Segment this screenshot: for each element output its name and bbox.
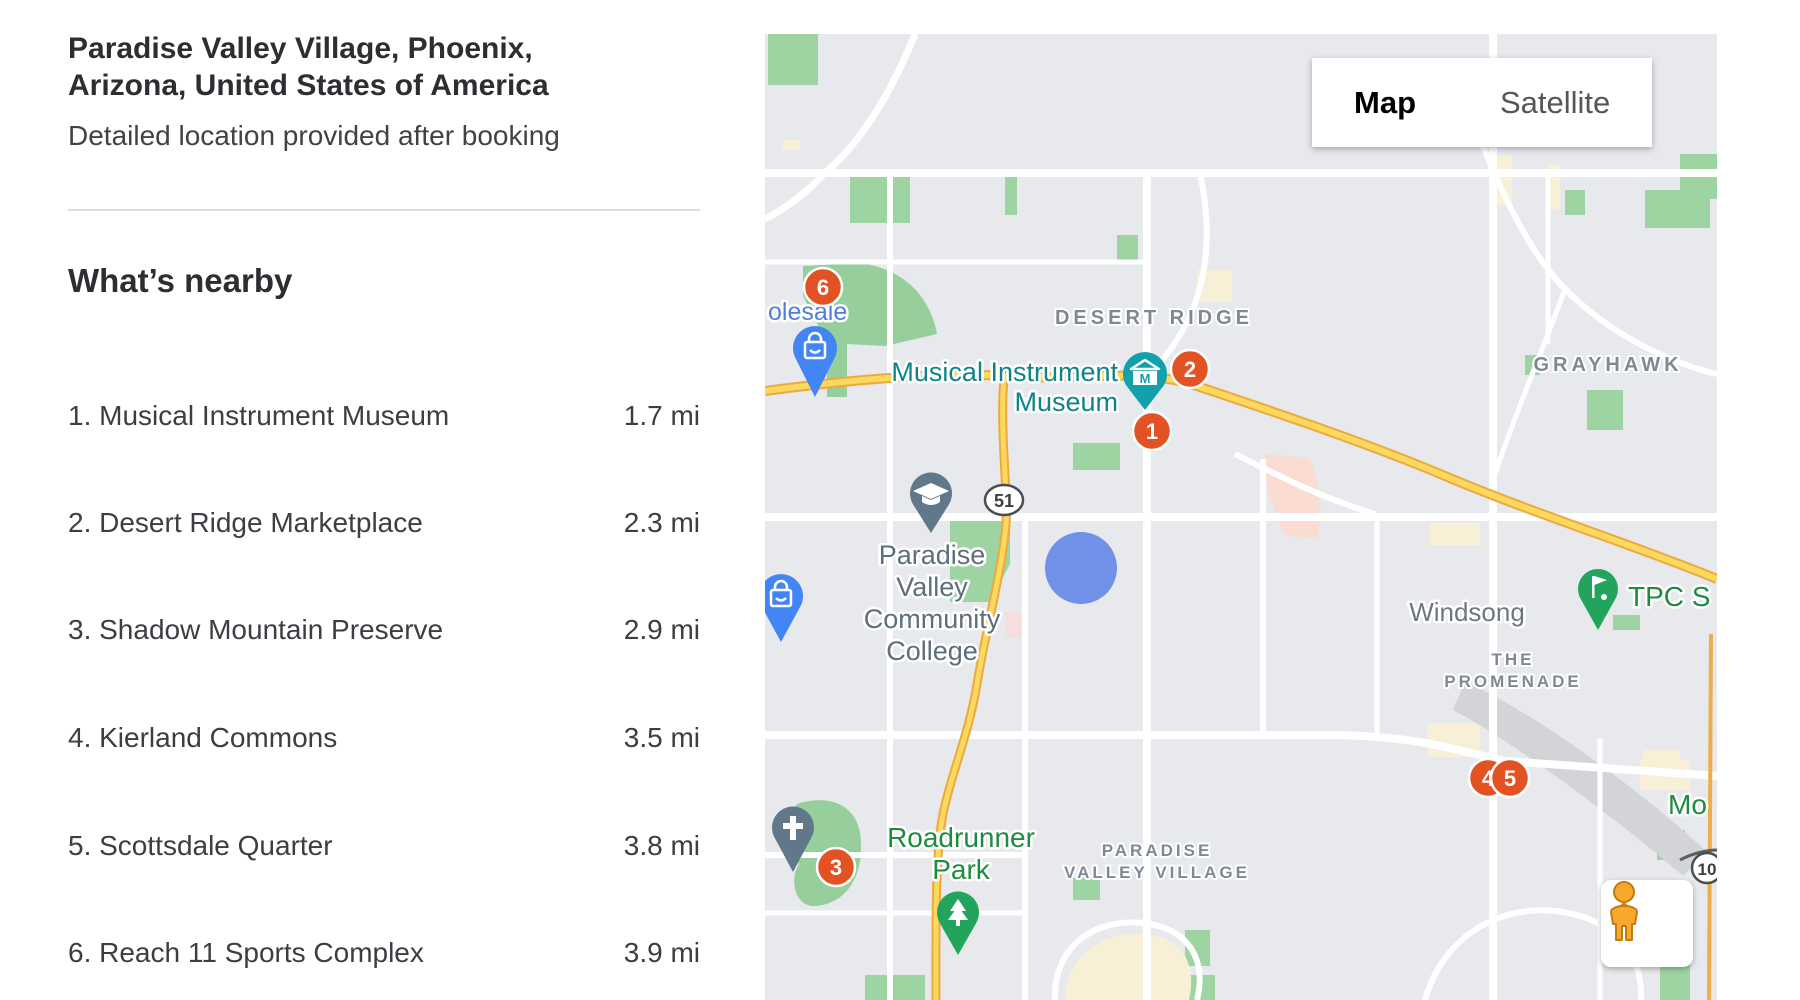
label-college-line1: Paradise	[879, 540, 986, 570]
location-subtitle: Detailed location provided after booking	[68, 120, 560, 151]
label-promenade-line1: THE	[1492, 650, 1535, 669]
label-museum-line1: Musical Instrument	[891, 357, 1118, 387]
route-51-shield: 51	[983, 483, 1025, 517]
graduation-cap-icon	[913, 483, 949, 505]
edge-highway	[1707, 633, 1713, 1000]
nearby-heading: What’s nearby	[68, 262, 293, 299]
college-pin[interactable]	[910, 472, 952, 533]
label-desert-ridge: DESERT RIDGE	[1055, 307, 1253, 329]
list-item: 4. Kierland Commons 3.5 mi	[68, 721, 700, 755]
cross-icon	[783, 816, 803, 840]
map-canvas[interactable]: olesale DESERT RIDGE GRAYHAWK Musical In…	[765, 34, 1717, 1000]
golf-pin[interactable]	[1578, 568, 1618, 630]
shopping-bag-icon	[769, 579, 793, 608]
label-village-line1: PARADISE	[1102, 841, 1213, 860]
list-item: 5. Scottsdale Quarter 3.8 mi	[68, 829, 700, 863]
label-college-line3: Community	[864, 604, 1001, 634]
poi-label: 3. Shadow Mountain Preserve	[68, 614, 444, 645]
poi-distance: 3.5 mi	[623, 722, 700, 753]
location-panel: Paradise Valley Village, Phoenix, Arizon…	[68, 0, 700, 1000]
satellite-button[interactable]: Satellite	[1458, 58, 1653, 147]
poi-label: 5. Scottsdale Quarter	[68, 830, 333, 861]
poi-label: 4. Kierland Commons	[68, 722, 338, 753]
museum-pin[interactable]: M	[1123, 352, 1167, 410]
list-item: 2. Desert Ridge Marketplace 2.3 mi	[68, 506, 700, 540]
svg-text:6: 6	[817, 275, 829, 300]
route-10-shield: 10	[1690, 851, 1717, 885]
label-promenade-line2: PROMENADE	[1444, 672, 1582, 691]
label-village-line2: VALLEY VILLAGE	[1064, 863, 1250, 882]
label-college-line2: Valley	[896, 572, 968, 602]
page-title: Paradise Valley Village, Phoenix, Arizon…	[68, 32, 549, 102]
church-pin[interactable]	[772, 806, 814, 872]
poi-distance: 2.9 mi	[623, 614, 700, 645]
poi-distance: 2.3 mi	[623, 507, 700, 538]
label-museum-line2: Museum	[1014, 387, 1118, 417]
svg-text:3: 3	[830, 855, 842, 880]
terrain-band	[1453, 682, 1707, 876]
map-marker-3[interactable]: 3	[815, 846, 857, 888]
shopping-bag-icon	[803, 331, 827, 360]
list-item: 6. Reach 11 Sports Complex 3.9 mi	[68, 936, 700, 970]
hospital-area	[1005, 454, 1321, 638]
map-marker-1[interactable]: 1	[1131, 410, 1173, 452]
svg-text:2: 2	[1184, 357, 1196, 382]
svg-text:51: 51	[994, 491, 1014, 511]
museum-icon: M	[1129, 358, 1161, 386]
svg-text:10: 10	[1698, 860, 1717, 879]
map-button[interactable]: Map	[1312, 58, 1458, 147]
label-tpc: TPC S	[1628, 581, 1710, 612]
label-roadrunner-line1: Roadrunner	[887, 822, 1035, 853]
golf-flag-icon	[1592, 576, 1607, 600]
tree-icon	[948, 899, 968, 926]
label-college-line4: College	[886, 636, 978, 666]
svg-text:5: 5	[1504, 766, 1516, 791]
label-windsong: Windsong	[1409, 597, 1525, 627]
svg-text:M: M	[1140, 371, 1151, 386]
pegman-icon	[1610, 881, 1638, 941]
list-item: 3. Shadow Mountain Preserve 2.9 mi	[68, 613, 700, 647]
map-marker-5[interactable]: 5	[1489, 757, 1531, 799]
label-roadrunner-line2: Park	[932, 854, 991, 885]
label-grayhawk: GRAYHAWK	[1533, 354, 1682, 376]
poi-label: 1. Musical Instrument Museum	[68, 400, 450, 431]
lake	[1045, 532, 1117, 604]
list-item: 1. Musical Instrument Museum 1.7 mi	[68, 399, 700, 433]
label-mo: Mo	[1668, 789, 1707, 820]
shopping-pin-wholesale[interactable]	[793, 326, 837, 397]
park-pin[interactable]	[937, 891, 979, 955]
map-marker-6[interactable]: 6	[802, 266, 844, 308]
pegman-control[interactable]	[1601, 880, 1693, 967]
svg-text:1: 1	[1146, 419, 1158, 444]
poi-label: 2. Desert Ridge Marketplace	[68, 507, 423, 538]
poi-distance: 1.7 mi	[623, 400, 700, 431]
poi-distance: 3.9 mi	[623, 937, 700, 968]
freeway-101	[765, 369, 1717, 584]
poi-distance: 3.8 mi	[623, 830, 700, 861]
minor-dark-road	[1679, 848, 1717, 862]
poi-label: 6. Reach 11 Sports Complex	[68, 937, 424, 968]
divider	[68, 209, 700, 211]
shopping-pin-left[interactable]	[765, 574, 803, 642]
map-marker-2[interactable]: 2	[1169, 348, 1211, 390]
map-type-control: Map Satellite	[1312, 58, 1653, 147]
